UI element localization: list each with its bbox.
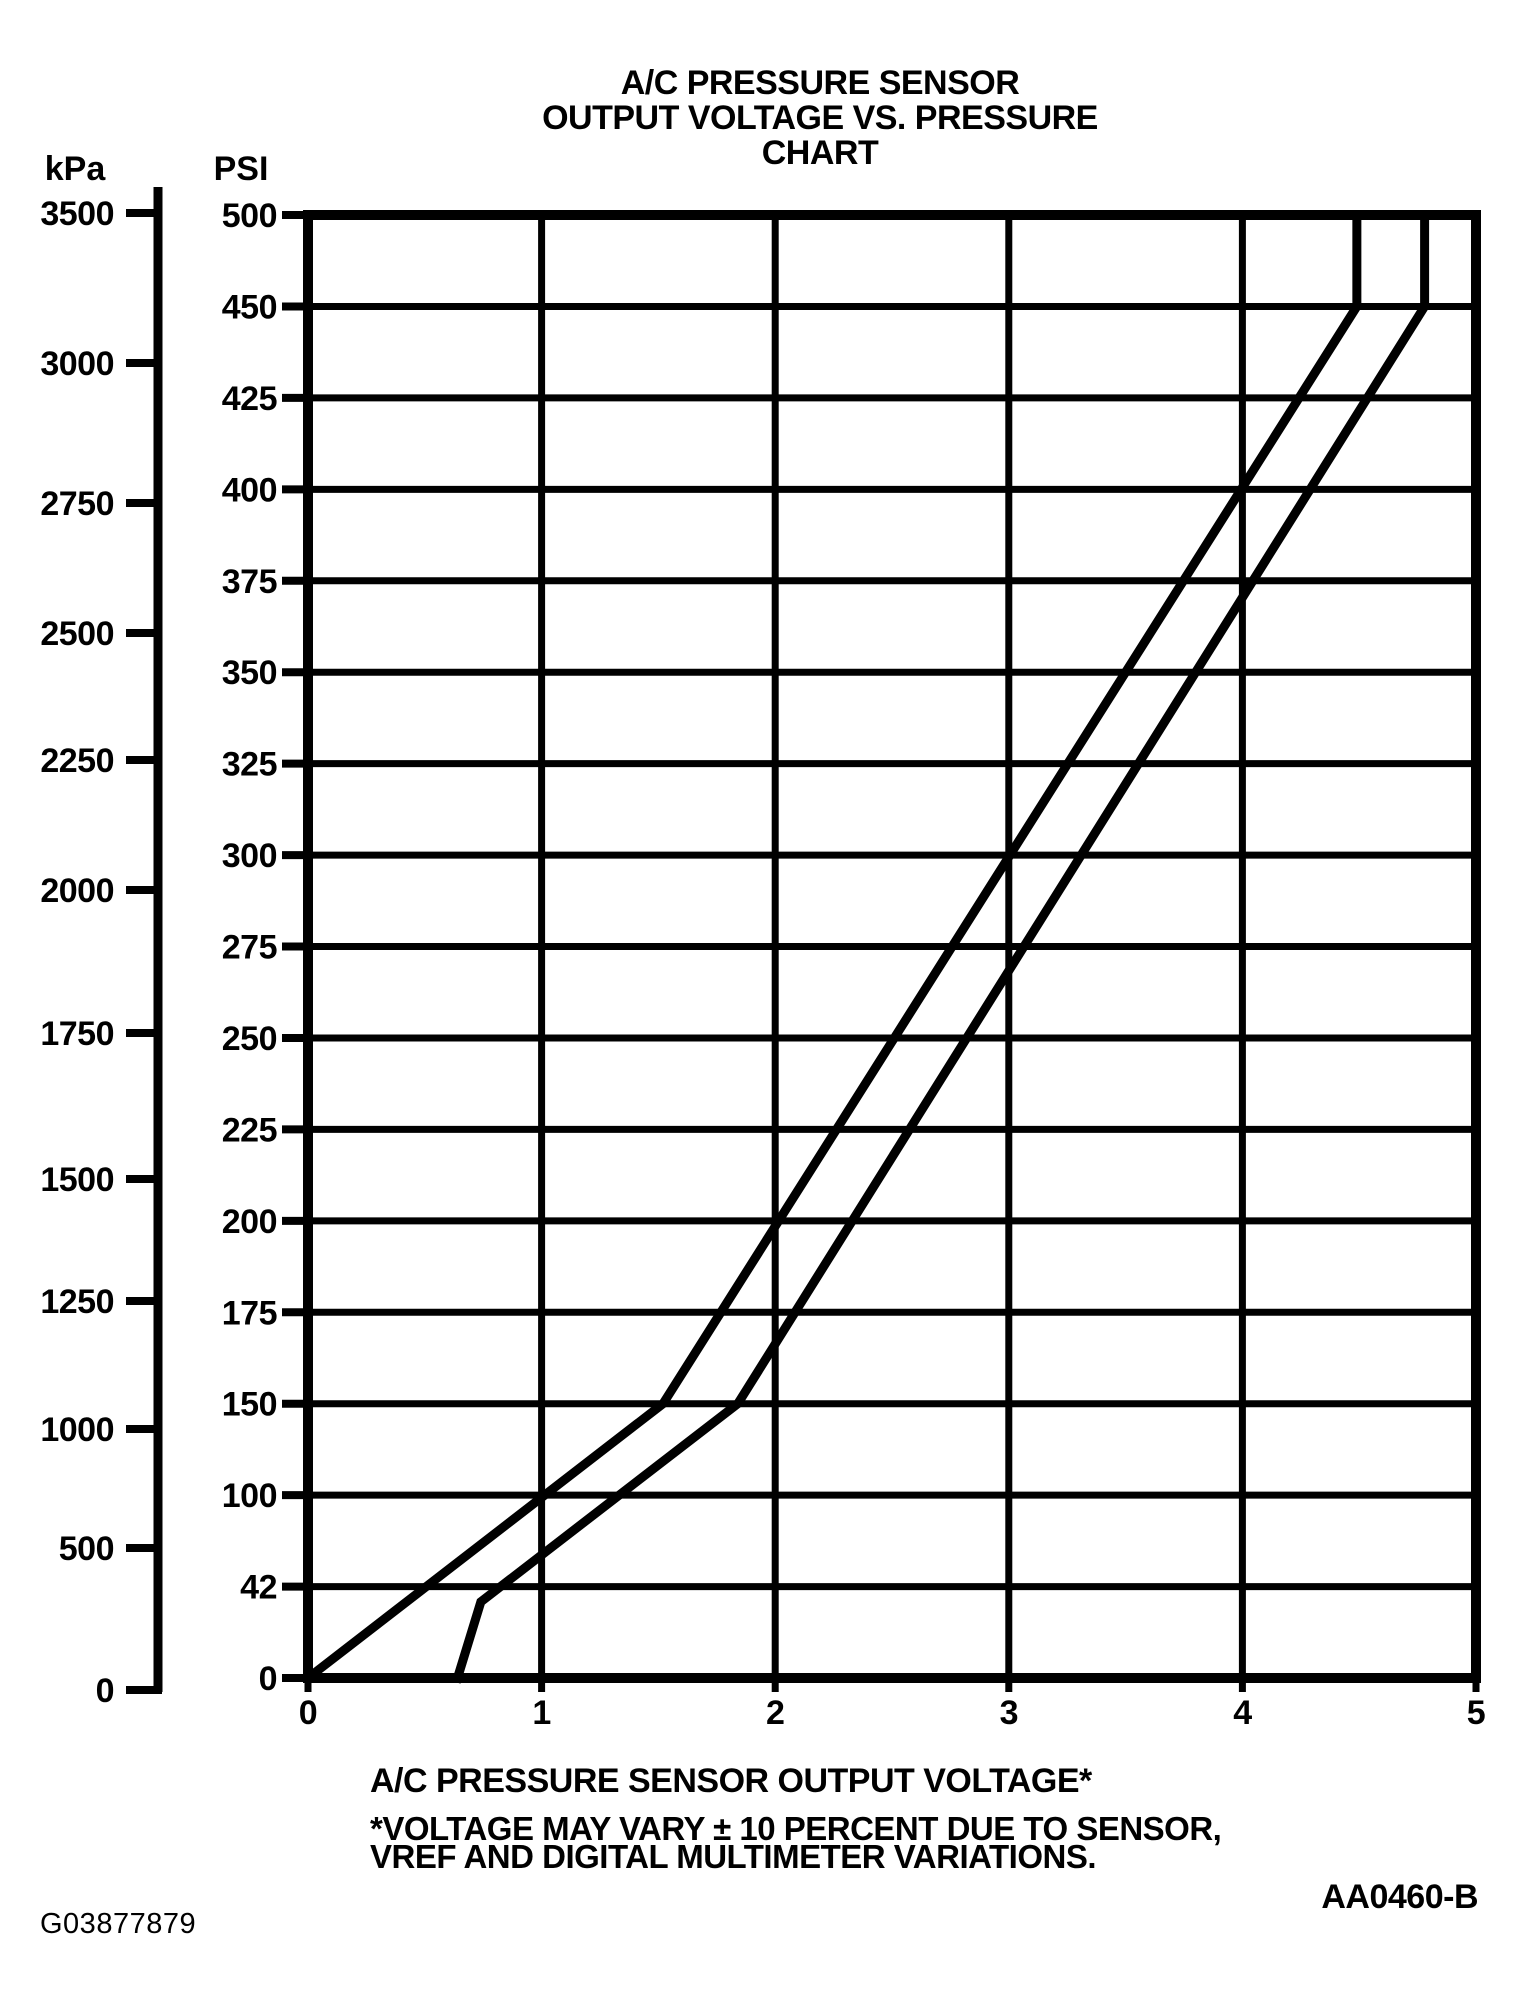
lower-boundary-line [451,210,1430,1684]
x-tick-label-2: 2 [766,1694,784,1732]
kpa-tick-label-3000: 3000 [40,345,114,383]
chart-title-line3: CHART [761,134,879,172]
psi-tick-label-300: 300 [222,837,277,875]
kpa-tick-label-1000: 1000 [40,1411,114,1449]
psi-tick-label-100: 100 [222,1477,277,1515]
kpa-tick-label-2500: 2500 [40,615,114,653]
psi-tick-label-350: 350 [222,654,277,692]
psi-tick-label-325: 325 [222,746,277,784]
psi-tick-label-375: 375 [222,563,277,601]
kpa-tick-label-500: 500 [59,1530,114,1568]
psi-axis-header: PSI [213,150,269,188]
chart-title-line1: A/C PRESSURE SENSOR [620,64,1020,102]
x-tick-label-0: 0 [299,1694,317,1732]
x-tick-label-4: 4 [1233,1694,1252,1732]
kpa-axis-header: kPa [44,150,106,188]
kpa-tick-label-1250: 1250 [40,1283,114,1321]
psi-tick-label-175: 175 [222,1294,277,1332]
psi-tick-label-225: 225 [222,1111,277,1149]
x-tick-label-3: 3 [1000,1694,1018,1732]
psi-tick-label-400: 400 [222,471,277,509]
psi-tick-label-500: 500 [222,197,277,235]
kpa-tick-label-1500: 1500 [40,1161,114,1199]
footnote-line1: *VOLTAGE MAY VARY ± 10 PERCENT DUE TO SE… [370,1810,1222,1847]
chart-title: A/C PRESSURE SENSOR OUTPUT VOLTAGE VS. P… [420,66,1220,171]
kpa-tick-label-0: 0 [96,1672,114,1710]
psi-tick-label-42: 42 [240,1569,277,1607]
psi-tick-label-450: 450 [222,288,277,326]
kpa-tick-label-2750: 2750 [40,485,114,523]
upper-boundary-line [301,210,1362,1685]
psi-tick-label-425: 425 [222,380,277,418]
psi-tick-label-0: 0 [259,1660,277,1698]
kpa-tick-label-3500: 3500 [40,195,114,233]
psi-tick-label-200: 200 [222,1203,277,1241]
x-tick-label-1: 1 [532,1694,550,1732]
footnote-line2: VREF AND DIGITAL MULTIMETER VARIATIONS. [370,1838,1097,1875]
x-axis-caption: A/C PRESSURE SENSOR OUTPUT VOLTAGE* [370,1762,1092,1800]
figure-code: AA0460-B [1321,1878,1478,1916]
footnote: *VOLTAGE MAY VARY ± 10 PERCENT DUE TO SE… [370,1810,1222,1875]
kpa-tick-label-1750: 1750 [40,1015,114,1053]
psi-tick-label-150: 150 [222,1386,277,1424]
kpa-tick-label-2250: 2250 [40,742,114,780]
psi-tick-label-275: 275 [222,929,277,967]
kpa-tick-label-2000: 2000 [40,872,114,910]
chart-title-line2: OUTPUT VOLTAGE VS. PRESSURE [542,99,1098,137]
document-code: G03877879 [40,1908,197,1940]
psi-tick-label-250: 250 [222,1020,277,1058]
x-tick-label-5: 5 [1467,1694,1485,1732]
